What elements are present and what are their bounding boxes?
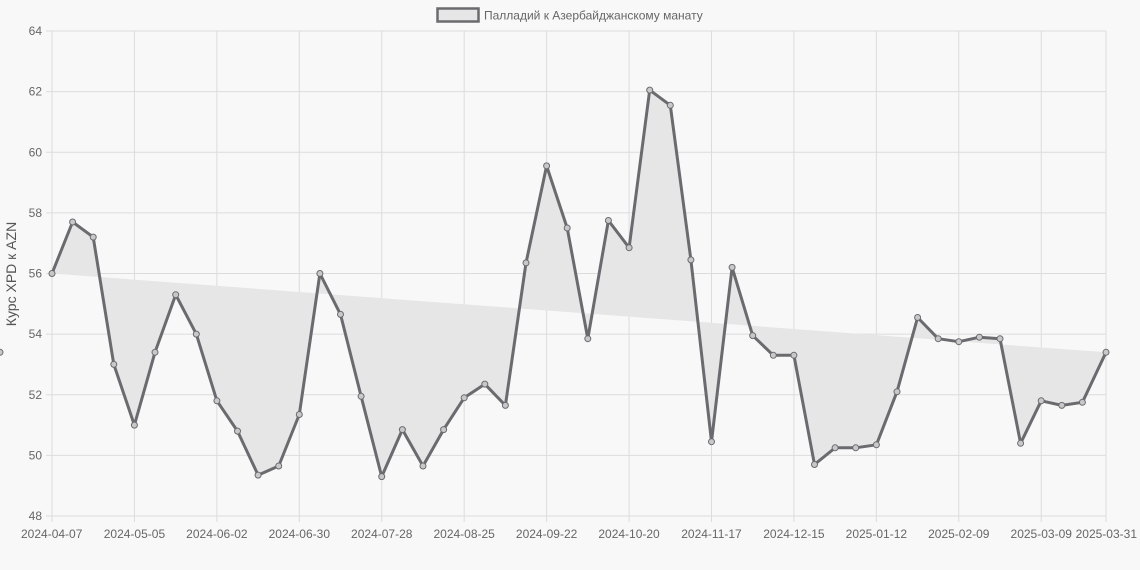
data-point[interactable]: [687, 256, 695, 264]
data-point[interactable]: [69, 218, 77, 226]
legend[interactable]: Палладий к Азербайджанскому манату: [436, 7, 703, 23]
data-point[interactable]: [192, 330, 200, 338]
series-line-path: [50, 88, 1108, 479]
data-point[interactable]: [110, 360, 118, 368]
y-tick-label: 60: [29, 145, 43, 159]
data-point[interactable]: [130, 421, 138, 429]
data-point[interactable]: [1058, 401, 1066, 409]
data-point[interactable]: [625, 244, 633, 252]
y-tick-label: 62: [29, 85, 43, 99]
x-tick-label: 2024-06-02: [186, 527, 248, 541]
data-point[interactable]: [790, 351, 798, 359]
data-point[interactable]: [460, 394, 468, 402]
x-tick-label: 2024-12-15: [763, 527, 825, 541]
data-point[interactable]: [1017, 439, 1025, 447]
data-point[interactable]: [398, 426, 406, 434]
x-axis-ticks: 2024-04-07 2024-05-05 2024-06-02 2024-06-30…: [21, 527, 1137, 541]
x-tick-label: 2025-01-12: [846, 527, 908, 541]
data-point[interactable]: [996, 335, 1004, 343]
data-point[interactable]: [584, 335, 592, 343]
data-point[interactable]: [378, 473, 386, 481]
data-point[interactable]: [563, 224, 571, 232]
data-point[interactable]: [769, 351, 777, 359]
data-point[interactable]: [295, 411, 303, 418]
data-point[interactable]: [666, 101, 674, 109]
data-point[interactable]: [749, 332, 757, 340]
x-tick-label: 2024-08-25: [433, 527, 495, 541]
data-point[interactable]: [831, 444, 839, 452]
data-point[interactable]: [234, 427, 241, 435]
y-tick-label: 64: [29, 24, 43, 38]
x-tick-label: 2024-10-20: [598, 527, 660, 541]
y-tick-label: 48: [29, 509, 43, 523]
data-point[interactable]: [893, 388, 901, 396]
data-point[interactable]: [852, 444, 860, 452]
x-tick-label: 2025-02-09: [928, 527, 990, 541]
data-point[interactable]: [522, 259, 530, 267]
data-point[interactable]: [604, 217, 612, 224]
series-line: [50, 88, 1108, 479]
y-tick-label: 54: [29, 327, 43, 341]
y-tick-label: 50: [29, 448, 43, 462]
data-point[interactable]: [1102, 348, 1110, 356]
x-tick-label: 2024-05-05: [104, 527, 166, 541]
x-tick-label: 2025-03-09: [1011, 527, 1073, 541]
x-tick-label: 2024-04-07: [21, 527, 83, 541]
legend-label: Палладий к Азербайджанскому манату: [484, 9, 703, 23]
data-point[interactable]: [0, 348, 4, 356]
y-tick-label: 58: [29, 206, 43, 220]
data-point[interactable]: [934, 335, 942, 343]
data-point[interactable]: [914, 314, 922, 321]
series-area-fill: [52, 90, 1106, 477]
data-point[interactable]: [481, 380, 489, 388]
data-point[interactable]: [708, 438, 715, 446]
x-tick-label: 2024-09-22: [516, 527, 578, 541]
data-point[interactable]: [975, 333, 983, 341]
data-point[interactable]: [646, 86, 654, 94]
y-tick-label: 56: [29, 267, 43, 281]
x-tick-label: 2025-03-31: [1076, 527, 1138, 541]
data-point[interactable]: [48, 270, 56, 277]
series-points: [0, 86, 1110, 481]
x-tick-label: 2024-07-28: [351, 527, 413, 541]
data-point[interactable]: [89, 233, 97, 241]
data-point[interactable]: [419, 462, 427, 470]
data-point[interactable]: [357, 392, 365, 400]
data-point[interactable]: [1037, 397, 1045, 405]
data-point[interactable]: [955, 338, 963, 346]
data-point[interactable]: [316, 270, 324, 277]
data-point[interactable]: [543, 162, 551, 170]
data-point[interactable]: [440, 426, 448, 434]
data-point[interactable]: [337, 310, 344, 318]
x-tick-label: 2024-11-17: [681, 527, 742, 541]
data-point[interactable]: [728, 263, 736, 271]
data-point[interactable]: [811, 461, 818, 468]
legend-swatch: [436, 7, 480, 23]
series-area: [52, 90, 1106, 477]
data-point[interactable]: [1078, 398, 1086, 406]
data-point[interactable]: [172, 291, 180, 299]
y-axis-title: Курс XPD к AZN: [3, 222, 19, 326]
y-axis-ticks: 48 50 52 54 56 58 60 62 64: [29, 24, 43, 523]
data-point[interactable]: [254, 471, 262, 479]
data-point[interactable]: [275, 462, 283, 470]
data-point[interactable]: [872, 441, 880, 449]
data-point[interactable]: [213, 397, 221, 405]
x-tick-label: 2024-06-30: [269, 527, 331, 541]
data-point[interactable]: [501, 401, 509, 409]
y-tick-label: 52: [29, 388, 43, 402]
data-point[interactable]: [151, 348, 159, 356]
